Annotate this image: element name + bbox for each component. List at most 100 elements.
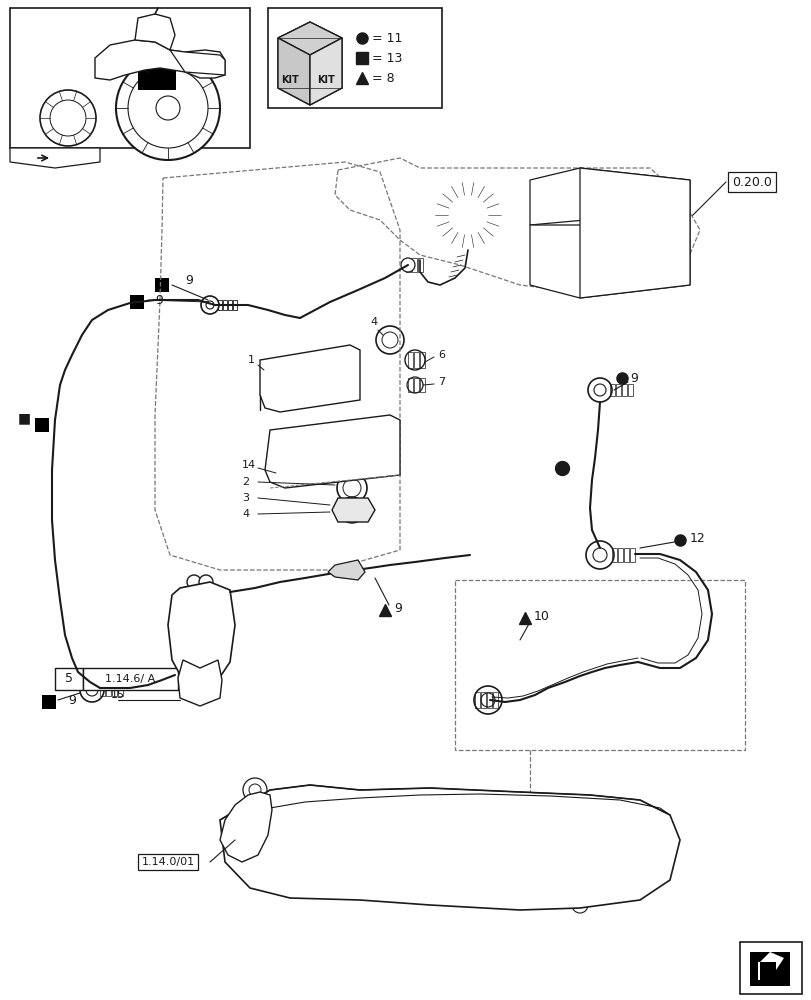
Circle shape <box>611 250 627 266</box>
Bar <box>418 258 423 272</box>
Bar <box>138 68 176 90</box>
Circle shape <box>474 686 501 714</box>
Bar <box>411 258 417 272</box>
Circle shape <box>331 371 345 385</box>
Polygon shape <box>169 50 225 75</box>
Polygon shape <box>328 560 365 580</box>
Bar <box>280 472 311 482</box>
Polygon shape <box>95 40 225 80</box>
Text: 6: 6 <box>437 350 444 360</box>
Text: KIT: KIT <box>317 75 334 85</box>
Text: 7: 7 <box>437 377 444 387</box>
Circle shape <box>652 255 666 269</box>
Bar <box>155 278 169 292</box>
Circle shape <box>445 193 489 237</box>
Text: 5: 5 <box>65 672 73 686</box>
Circle shape <box>480 693 495 707</box>
Circle shape <box>526 851 553 879</box>
Circle shape <box>401 258 414 272</box>
Text: 2: 2 <box>242 477 249 487</box>
Circle shape <box>405 350 424 370</box>
Bar <box>617 548 622 562</box>
Text: 10: 10 <box>534 609 549 622</box>
Bar <box>112 684 117 696</box>
Text: 9: 9 <box>68 694 75 706</box>
Bar <box>419 352 424 368</box>
Bar <box>623 548 629 562</box>
Polygon shape <box>220 785 679 910</box>
Bar <box>454 580 744 750</box>
Polygon shape <box>220 792 272 862</box>
Bar <box>228 300 232 310</box>
Circle shape <box>586 541 613 569</box>
Text: 12: 12 <box>689 532 705 544</box>
Bar <box>106 684 111 696</box>
Polygon shape <box>264 415 400 488</box>
Text: 15: 15 <box>111 690 125 700</box>
Bar <box>100 684 105 696</box>
Text: 9: 9 <box>393 602 401 615</box>
Bar <box>487 692 491 708</box>
Circle shape <box>275 472 285 482</box>
Text: KIT: KIT <box>281 75 298 85</box>
Circle shape <box>242 778 267 802</box>
Text: 1.14.6/ A: 1.14.6/ A <box>105 674 155 684</box>
Circle shape <box>342 479 361 497</box>
Circle shape <box>603 242 635 274</box>
Text: 9: 9 <box>185 273 193 286</box>
Bar <box>10 8 250 148</box>
Bar <box>616 384 620 396</box>
Polygon shape <box>277 38 310 105</box>
Text: ■: ■ <box>17 411 31 425</box>
Polygon shape <box>135 14 175 50</box>
Circle shape <box>594 384 605 396</box>
Circle shape <box>187 575 201 589</box>
Circle shape <box>381 332 397 348</box>
Circle shape <box>191 682 208 698</box>
Polygon shape <box>178 660 221 706</box>
Circle shape <box>554 245 574 265</box>
Circle shape <box>345 504 358 516</box>
Polygon shape <box>277 22 341 55</box>
Bar <box>407 378 413 392</box>
Circle shape <box>199 575 212 589</box>
Bar <box>42 695 56 709</box>
Bar <box>130 295 144 309</box>
Text: = 13: = 13 <box>371 52 402 65</box>
Circle shape <box>406 377 423 393</box>
Polygon shape <box>260 345 359 412</box>
Text: 14: 14 <box>242 460 255 470</box>
Bar <box>223 300 227 310</box>
Polygon shape <box>332 498 375 522</box>
Circle shape <box>206 301 214 309</box>
Circle shape <box>587 378 611 402</box>
Circle shape <box>249 784 260 796</box>
Polygon shape <box>749 952 789 986</box>
Circle shape <box>156 96 180 120</box>
Circle shape <box>337 473 367 503</box>
Bar <box>118 684 122 696</box>
Circle shape <box>547 237 582 273</box>
Bar <box>739 942 801 994</box>
Circle shape <box>592 548 607 562</box>
Polygon shape <box>335 158 699 295</box>
Bar <box>414 352 418 368</box>
Polygon shape <box>757 952 783 980</box>
Circle shape <box>50 100 86 136</box>
Bar <box>627 384 633 396</box>
Polygon shape <box>530 225 689 298</box>
Text: 0.20.0: 0.20.0 <box>732 176 771 189</box>
Circle shape <box>201 296 219 314</box>
Circle shape <box>590 852 609 872</box>
Text: 4: 4 <box>370 317 376 327</box>
Text: 9: 9 <box>629 371 637 384</box>
Bar <box>217 300 221 310</box>
Text: 1: 1 <box>247 355 255 365</box>
Bar <box>268 8 441 108</box>
Bar <box>83 668 178 690</box>
Bar <box>474 692 479 708</box>
Circle shape <box>86 684 98 696</box>
Bar <box>35 418 49 432</box>
Circle shape <box>286 377 303 393</box>
Circle shape <box>80 678 104 702</box>
